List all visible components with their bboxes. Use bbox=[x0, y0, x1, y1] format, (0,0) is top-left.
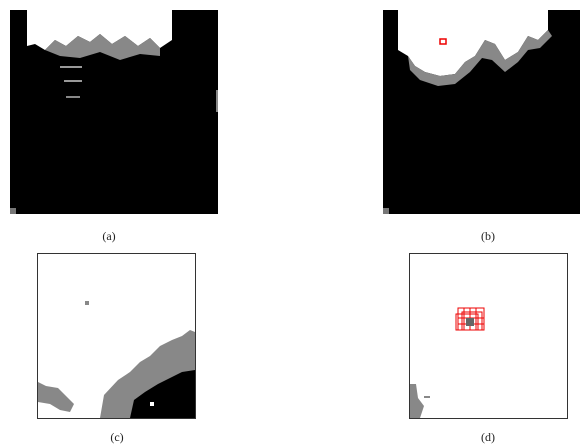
caption: (a) bbox=[102, 229, 115, 243]
panel-a-image bbox=[10, 10, 218, 214]
panel-b-image bbox=[383, 10, 580, 214]
caption: (b) bbox=[481, 229, 495, 243]
figure: (a) (b) (c) (d) bbox=[0, 0, 581, 448]
panel-d-image bbox=[410, 254, 568, 419]
caption: (d) bbox=[481, 430, 495, 444]
caption: (c) bbox=[110, 430, 123, 444]
panel-c-image bbox=[38, 254, 196, 419]
